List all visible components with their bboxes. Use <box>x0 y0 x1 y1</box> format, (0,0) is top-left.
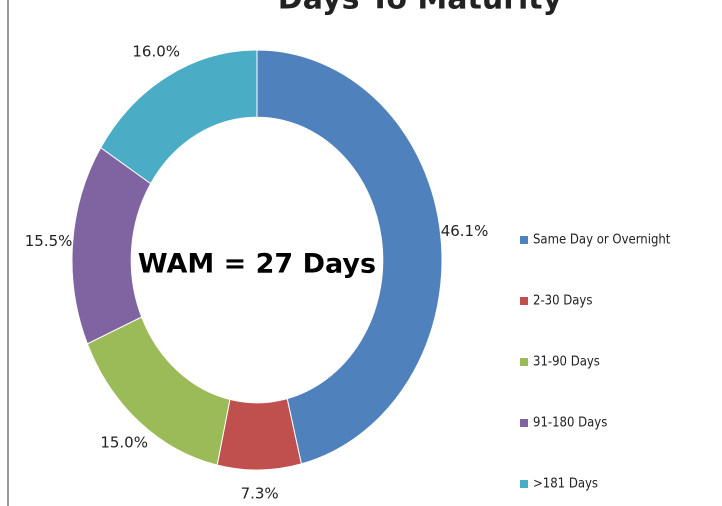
center-annotation: WAM = 27 Days <box>138 249 376 280</box>
data-label: 15.0% <box>100 434 148 452</box>
donut-segment <box>100 49 258 185</box>
data-label: 7.3% <box>241 485 279 503</box>
legend-swatch <box>520 419 528 427</box>
data-label: 16.0% <box>132 43 180 61</box>
legend-label: 2-30 Days <box>533 294 592 309</box>
legend-label: 31-90 Days <box>533 355 600 370</box>
chart-title: Days To Maturity <box>278 0 563 17</box>
legend-swatch <box>520 236 528 244</box>
legend-label: 91-180 Days <box>533 416 607 431</box>
donut-segment <box>216 398 302 471</box>
legend-label: >181 Days <box>533 477 598 492</box>
legend-swatch <box>520 480 528 488</box>
data-label: 15.5% <box>25 232 73 250</box>
legend-swatch <box>520 358 528 366</box>
data-label: 46.1% <box>441 222 489 240</box>
donut-segment <box>256 49 443 465</box>
legend-label: Same Day or Overnight <box>533 233 671 248</box>
legend-swatch <box>520 297 528 305</box>
